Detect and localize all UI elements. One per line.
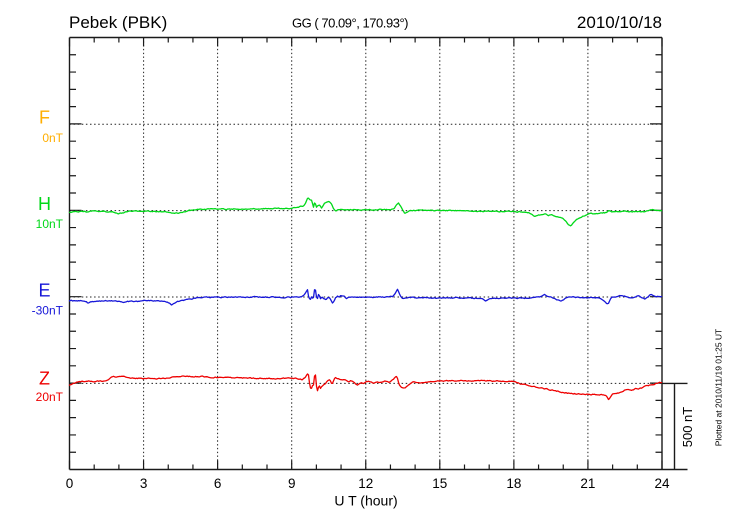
svg-text:H: H [38,194,51,214]
svg-text:21: 21 [580,476,595,491]
svg-text:GG ( 70.09°, 170.93°): GG ( 70.09°, 170.93°) [292,16,409,31]
svg-text:F: F [39,108,50,128]
svg-text:3: 3 [140,476,148,491]
svg-text:2010/10/18: 2010/10/18 [577,13,662,32]
svg-text:18: 18 [506,476,521,491]
svg-text:Z: Z [39,368,50,388]
svg-text:E: E [38,280,50,300]
svg-text:20nT: 20nT [36,390,64,404]
svg-text:6: 6 [214,476,222,491]
svg-text:15: 15 [432,476,447,491]
svg-text:9: 9 [288,476,296,491]
svg-text:-30nT: -30nT [32,304,64,318]
svg-text:0: 0 [66,476,74,491]
svg-text:12: 12 [358,476,373,491]
svg-text:Plotted at 2010/11/19 01:25 UT: Plotted at 2010/11/19 01:25 UT [714,329,724,447]
svg-text:24: 24 [654,476,670,491]
svg-text:U T (hour): U T (hour) [334,493,397,509]
svg-text:Pebek (PBK): Pebek (PBK) [69,13,167,32]
svg-text:10nT: 10nT [36,217,64,231]
svg-text:500 nT: 500 nT [680,407,695,448]
svg-text:0nT: 0nT [42,131,63,145]
